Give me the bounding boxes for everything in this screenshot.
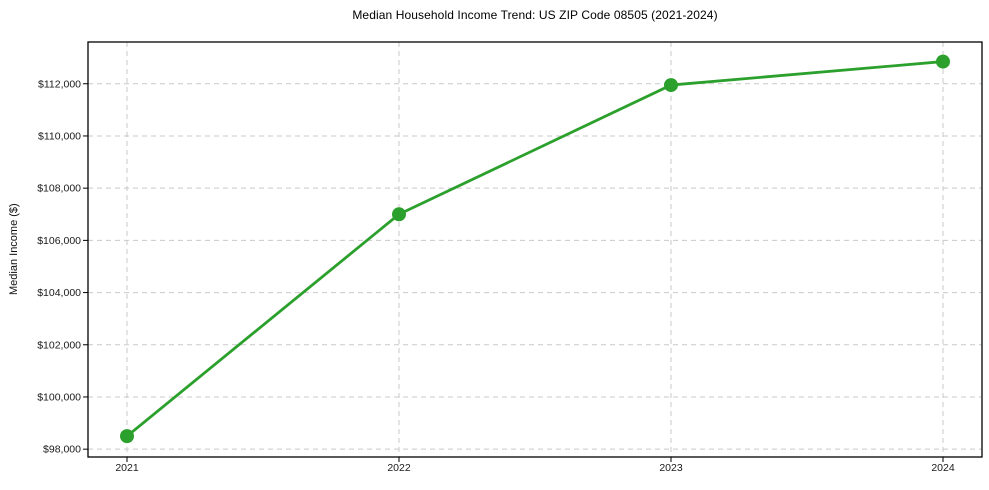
y-tick-label: $108,000 <box>37 183 81 195</box>
y-tick-label: $100,000 <box>37 391 81 403</box>
data-point-2024 <box>936 54 950 69</box>
chart-title: Median Household Income Trend: US ZIP Co… <box>352 8 718 22</box>
data-point-2021 <box>120 429 134 444</box>
y-tick-label: $98,000 <box>43 444 81 456</box>
trend-line <box>125 60 945 438</box>
y-tick-label: $110,000 <box>38 130 81 142</box>
y-tick-label: $102,000 <box>37 339 81 351</box>
plot-border <box>87 41 983 458</box>
x-tick-label: 2021 <box>115 462 139 474</box>
y-tick-label: $112,000 <box>38 78 81 90</box>
data-point-2022 <box>392 207 406 222</box>
y-tick-label: $106,000 <box>37 235 81 247</box>
y-tick-label: $104,000 <box>37 287 81 299</box>
x-tick-label: 2022 <box>387 462 411 474</box>
x-tick-label: 2024 <box>931 462 955 474</box>
data-point-2023 <box>664 78 678 93</box>
x-tick-label: 2023 <box>659 462 683 474</box>
